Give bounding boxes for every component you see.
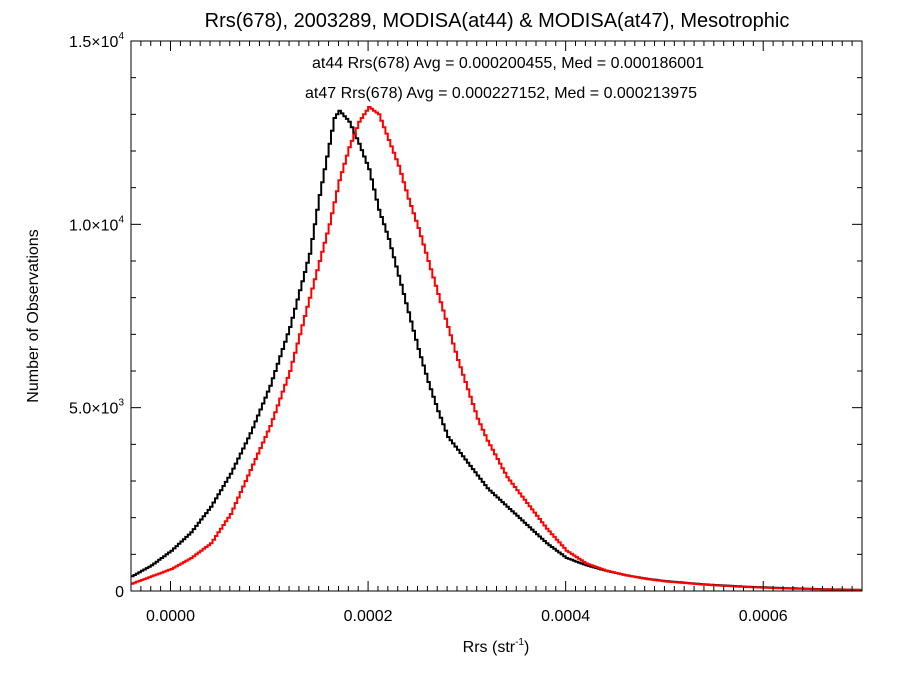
x-tick-label: 0.0006 (739, 608, 788, 625)
series-line-at44 (131, 109, 862, 591)
y-tick-label: 0 (115, 584, 124, 601)
x-tick-label: 0.0004 (541, 608, 590, 625)
series-layer (131, 106, 862, 591)
chart-title: Rrs(678), 2003289, MODISA(at44) & MODISA… (205, 10, 790, 32)
tick-layer (130, 40, 863, 592)
series-line-at47 (131, 106, 862, 591)
y-tick-label: 5.0×103 (69, 398, 124, 418)
x-axis-label-main: Rrs (str (463, 639, 516, 656)
y-tick-label: 1.5×104 (69, 31, 124, 51)
x-axis-label: Rrs (str-1) (463, 637, 530, 656)
x-tick-label: 0.0000 (146, 608, 195, 625)
tick-label-layer: 0.0000 0.0002 0.0004 0.0006 0 5.0×103 1.0×104 1… (69, 31, 788, 625)
y-axis-label: Number of Observations (25, 229, 42, 402)
plot-frame (130, 40, 863, 592)
annotation-at47: at47 Rrs(678) Avg = 0.000227152, Med = 0… (305, 85, 697, 102)
y-tick-label: 1.0×104 (69, 214, 124, 234)
x-tick-label: 0.0002 (344, 608, 393, 625)
plot-area: 0.0000 0.0002 0.0004 0.0006 0 5.0×103 1.0×104 1… (69, 31, 863, 625)
annotation-at44: at44 Rrs(678) Avg = 0.000200455, Med = 0… (312, 55, 704, 72)
x-axis-label-suffix: ) (524, 639, 529, 656)
x-axis-label-sup: -1 (515, 637, 524, 648)
